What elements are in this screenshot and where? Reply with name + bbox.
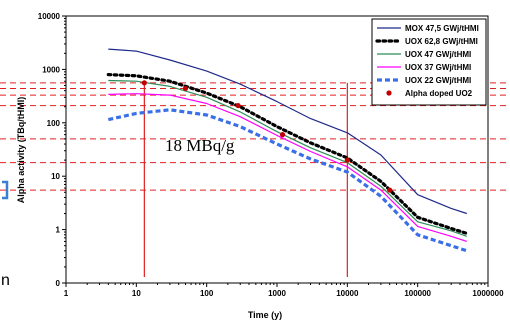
x-tick-label: 1000000 xyxy=(472,289,504,298)
x-tick-label: 1 xyxy=(64,289,69,298)
y-tick-label: 10 xyxy=(51,172,60,181)
reference-lines-layer xyxy=(0,82,510,277)
alpha-doped-marker-0 xyxy=(141,80,147,86)
legend-label-0: MOX 47,5 GWj/tHMI xyxy=(405,24,479,33)
series-line-3 xyxy=(108,93,467,242)
series-line-2 xyxy=(108,79,467,237)
alpha-doped-marker-4 xyxy=(344,157,350,163)
legend-swatch-5 xyxy=(386,90,392,96)
y-tick-label: 100 xyxy=(47,119,61,128)
x-tick-label: 100 xyxy=(200,289,214,298)
legend-label-1: UOX 62,8 GWj/tHMI xyxy=(405,37,478,46)
legend-label-5: Alpha doped UO2 xyxy=(405,89,473,98)
legend-box xyxy=(371,18,487,106)
series-line-1 xyxy=(106,72,469,235)
legend: MOX 47,5 GWj/tHMI UOX 62,8 GWj/tHMI UOX 47… xyxy=(371,18,487,106)
tick-labels-layer: 1 10 100 1000 10000 100000 1000000011010010001… xyxy=(38,12,504,298)
legend-label-4: UOX 22 GWj/tHMI xyxy=(405,76,471,85)
legend-label-2: UOX 47 GWj/tHMI xyxy=(405,50,471,59)
side-text-fragment: n xyxy=(1,272,10,289)
alpha-doped-marker-5 xyxy=(387,187,393,193)
x-tick-label: 100000 xyxy=(404,289,431,298)
alpha-doped-marker-2 xyxy=(235,102,241,109)
side-bracket-fragment xyxy=(2,180,9,200)
y-tick-label: 10000 xyxy=(38,12,61,21)
x-tick-label: 10000 xyxy=(336,289,359,298)
y-tick-label: 1 xyxy=(56,226,61,235)
x-tick-label: 10 xyxy=(132,289,141,298)
y-tick-label: 1000 xyxy=(42,65,60,74)
y-tick-label: 0 xyxy=(56,279,61,288)
alpha-doped-marker-3 xyxy=(279,132,286,138)
series-layer xyxy=(106,48,469,253)
alpha-doped-marker-1 xyxy=(182,85,189,92)
annotation-18mbq: 18 MBq/g xyxy=(165,136,235,155)
series-line-4 xyxy=(107,108,468,253)
axes-layer xyxy=(2,15,489,287)
x-axis-label: Time (y) xyxy=(248,310,282,320)
series-line-0 xyxy=(108,48,467,215)
x-tick-label: 1000 xyxy=(268,289,286,298)
legend-label-3: UOX 37 GWj/tHMI xyxy=(405,63,471,72)
y-axis-label: Alpha activity (TBq/tHMI) xyxy=(16,97,26,204)
